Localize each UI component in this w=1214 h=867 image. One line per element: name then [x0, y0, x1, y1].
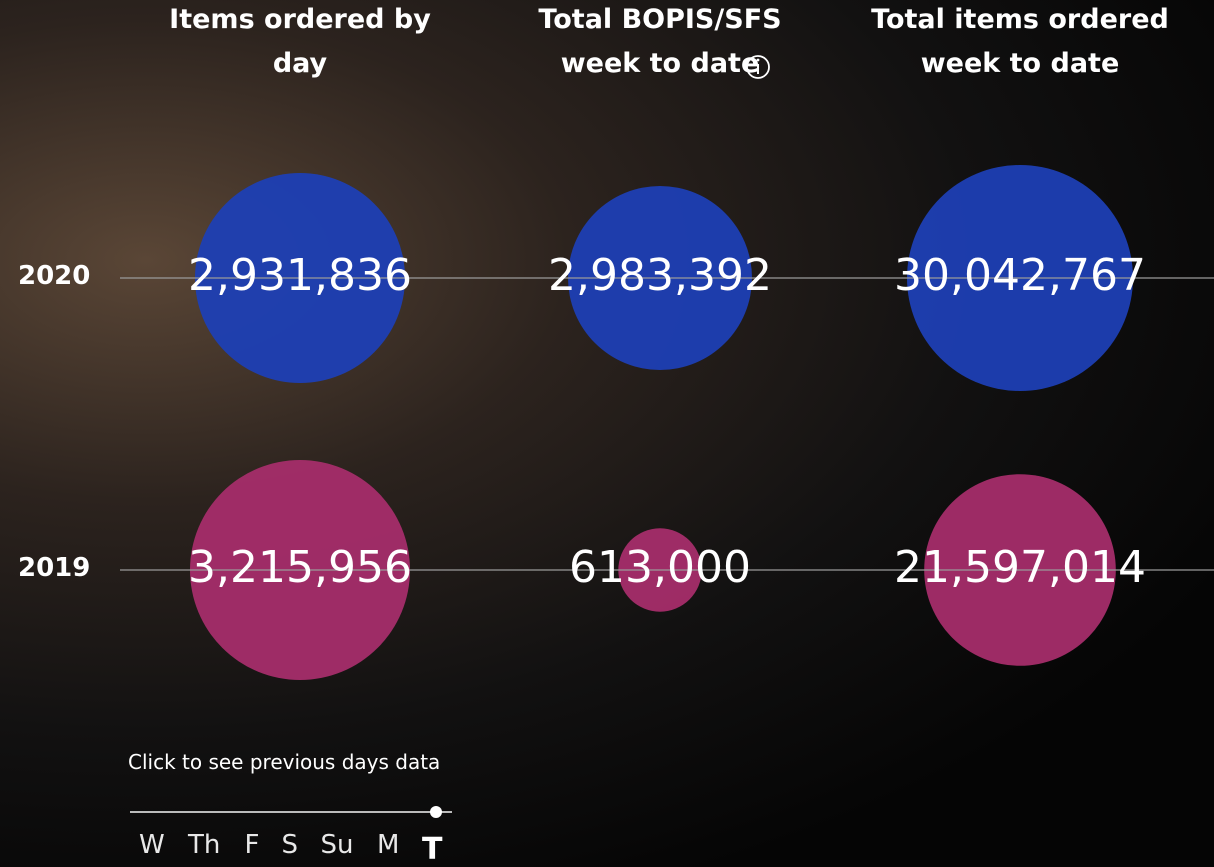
day-option[interactable]: Su — [321, 830, 354, 860]
day-option[interactable]: Th — [188, 830, 220, 860]
column-title: Total items ordered week to date — [870, 0, 1170, 86]
slider-knob[interactable] — [430, 806, 442, 818]
day-option[interactable]: W — [139, 830, 165, 860]
slider-prompt: Click to see previous days data — [128, 750, 440, 774]
day-option[interactable]: F — [245, 830, 260, 860]
column-title: Total BOPIS/SFS week to date — [535, 0, 785, 86]
bubble-grid — [0, 0, 1214, 867]
bubble-value: 2,983,392 — [480, 250, 840, 301]
bubble-value: 21,597,014 — [840, 542, 1200, 593]
row-label: 2020 — [18, 261, 90, 291]
day-option[interactable]: T — [422, 832, 442, 867]
day-option[interactable]: S — [282, 830, 299, 860]
column-title: Items ordered by day — [140, 0, 460, 86]
bubble-value: 3,215,956 — [120, 542, 480, 593]
bubble-value: 2,931,836 — [120, 250, 480, 301]
dashboard: (() => { const data = JSON.parse(documen… — [0, 0, 1214, 867]
bubble-value: 613,000 — [480, 542, 840, 593]
row-label: 2019 — [18, 553, 90, 583]
bubble-value: 30,042,767 — [840, 250, 1200, 301]
day-option[interactable]: M — [377, 830, 399, 860]
